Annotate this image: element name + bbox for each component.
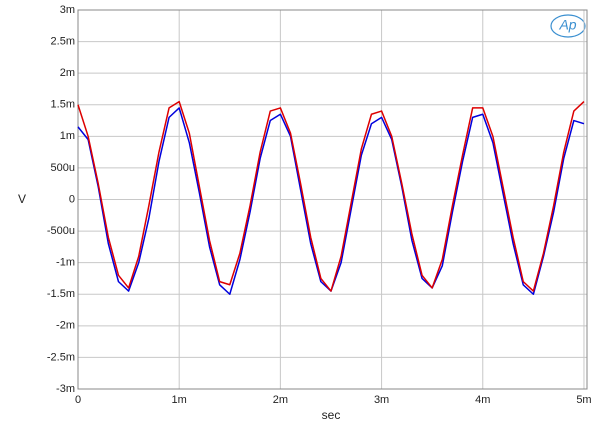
y-tick-label: 2.5m <box>51 35 75 47</box>
x-tick-label: 5m <box>576 394 591 406</box>
y-axis-label: V <box>18 192 26 206</box>
x-tick-label: 0 <box>75 394 81 406</box>
y-tick-label: -2m <box>56 320 75 332</box>
y-tick-label: -2.5m <box>47 351 75 363</box>
y-tick-label: -500u <box>47 225 75 237</box>
x-tick-label: 2m <box>273 394 288 406</box>
logo: Ap <box>558 17 576 33</box>
y-tick-label: 1.5m <box>51 99 75 111</box>
series-line <box>77 100 585 292</box>
y-tick-label: -1.5m <box>47 288 75 300</box>
x-tick-label: 3m <box>374 394 389 406</box>
x-tick-label: 4m <box>475 394 490 406</box>
logo-ring <box>550 14 586 38</box>
y-tick-label: -1m <box>56 257 75 269</box>
y-tick-label: 500u <box>51 162 75 174</box>
y-tick-label: 1m <box>60 130 75 142</box>
y-tick-label: -3m <box>56 383 75 395</box>
plot-border <box>77 9 588 390</box>
y-tick-label: 0 <box>69 193 75 205</box>
x-tick-label: 1m <box>172 394 187 406</box>
y-tick-label: 3m <box>60 4 75 16</box>
x-axis-label: sec <box>322 408 341 422</box>
y-tick-label: 2m <box>60 67 75 79</box>
